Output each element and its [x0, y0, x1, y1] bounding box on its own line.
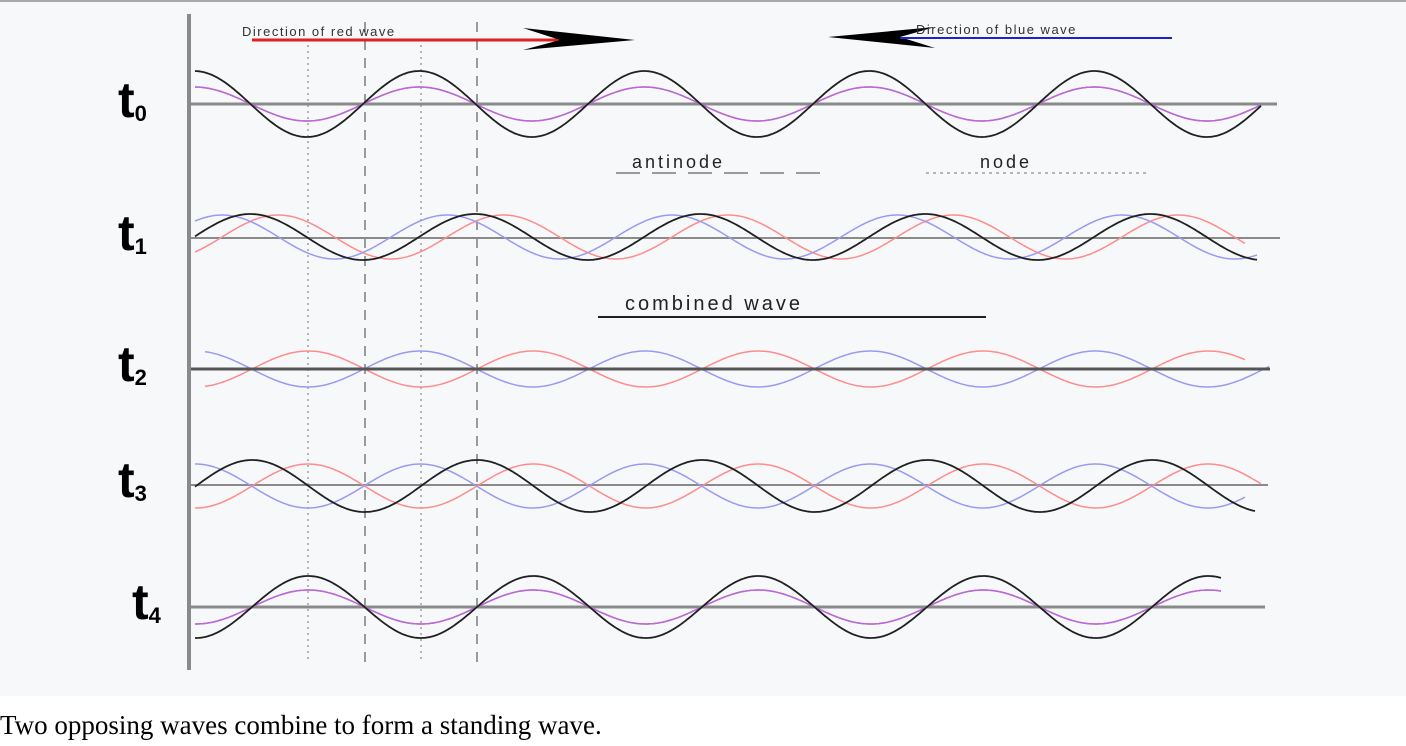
blue-wave-t2: [204, 350, 1270, 388]
time-label-t4: t4: [132, 574, 162, 630]
wave-row-t4: [191, 575, 1265, 639]
time-label-t1: t1: [118, 205, 147, 261]
right-arrow-icon: [523, 28, 635, 50]
combined-wave-t4: [195, 575, 1222, 639]
combined-wave-label: combined wave: [625, 293, 803, 315]
blue-wave-t1: [194, 214, 1258, 260]
time-label-t0: t0: [118, 72, 147, 128]
node-label: node: [980, 152, 1032, 172]
red-wave-t1: [194, 214, 1246, 260]
blue-wave-t0: [194, 86, 1262, 122]
red-wave-t3: [195, 463, 1262, 509]
combined-wave-t1: [194, 213, 1258, 261]
wave-row-t0: [191, 70, 1277, 138]
wave-row-t1: [191, 213, 1280, 261]
top-divider: [0, 0, 1406, 2]
time-labels: t0 t1 t2 t3 t4: [118, 72, 162, 630]
left-arrow-icon: [828, 27, 935, 48]
combined-wave-t0: [194, 70, 1262, 138]
red-wave-t2: [204, 350, 1246, 388]
standing-wave-diagram: Direction of red wave Direction of blue …: [118, 14, 1280, 670]
standing-wave-figure: Direction of red wave Direction of blue …: [0, 2, 1406, 696]
figure-caption: Two opposing waves combine to form a sta…: [0, 710, 602, 740]
antinode-label: antinode: [632, 152, 725, 172]
combined-wave-t3: [194, 459, 1256, 513]
blue-wave-t3: [195, 463, 1246, 509]
time-label-t2: t2: [118, 336, 147, 392]
wave-row-t2: [191, 350, 1270, 388]
time-label-t3: t3: [118, 452, 147, 508]
blue-direction-label: Direction of blue wave: [916, 22, 1077, 37]
red-direction-label: Direction of red wave: [242, 24, 396, 39]
wave-row-t3: [191, 459, 1268, 513]
reference-lines: [307, 22, 478, 662]
